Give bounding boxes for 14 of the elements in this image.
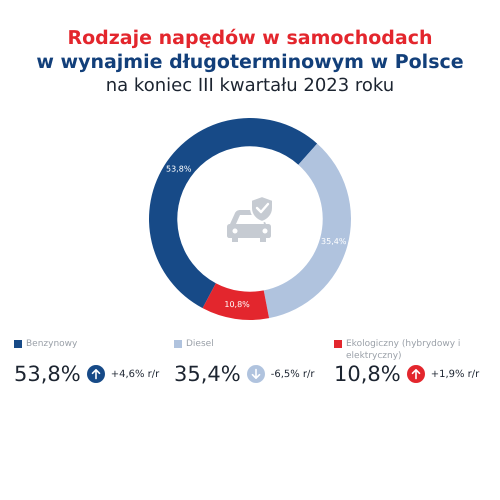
chart-title: Rodzaje napędów w samochodach w wynajmie długoterminowym w Polsce bbox=[35, 26, 465, 74]
legend-label: Diesel bbox=[186, 338, 214, 350]
text: 35,4% bbox=[174, 362, 241, 386]
text: -6,5% r/r bbox=[270, 368, 315, 380]
data-label: 53,8% bbox=[166, 164, 192, 174]
legend-label: Benzynowy bbox=[26, 338, 78, 350]
text: +4,6% r/r bbox=[110, 368, 160, 380]
text: 53,8% bbox=[14, 362, 81, 386]
data-label: 35,4% bbox=[321, 237, 347, 246]
data-label: 10,8% bbox=[224, 300, 250, 309]
text: +1,9% r/r bbox=[430, 368, 480, 380]
legend-label: Ekologiczny (hybrydowy i elektryczny) bbox=[346, 338, 462, 362]
text: 10,8% bbox=[334, 362, 401, 386]
chart-subtitle: na koniec III kwartału 2023 roku bbox=[104, 74, 396, 98]
